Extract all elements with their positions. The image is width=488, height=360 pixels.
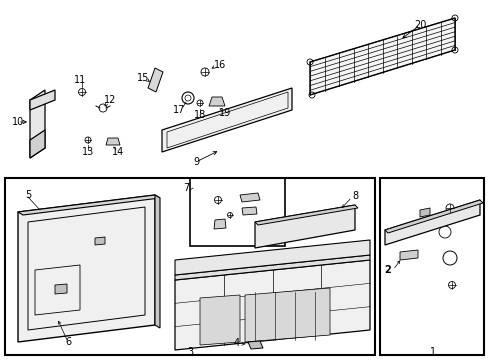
Polygon shape [240,193,260,202]
Text: 16: 16 [213,60,225,70]
Polygon shape [175,255,369,280]
Polygon shape [155,195,160,328]
Polygon shape [242,207,257,215]
Polygon shape [419,208,429,217]
Text: 8: 8 [351,191,357,201]
Polygon shape [95,237,105,245]
Polygon shape [384,200,482,233]
Bar [5,178,374,355]
Polygon shape [214,219,225,229]
Polygon shape [30,90,45,158]
Text: 17: 17 [172,105,185,115]
Polygon shape [399,250,417,260]
Polygon shape [200,295,240,345]
Polygon shape [384,200,479,245]
Polygon shape [30,130,45,158]
Polygon shape [18,195,160,215]
Text: 5: 5 [25,190,31,200]
Text: 6: 6 [65,337,71,347]
Polygon shape [162,88,291,152]
Bar [379,178,483,355]
Text: 15: 15 [137,73,149,83]
Text: 14: 14 [112,147,124,157]
Polygon shape [254,205,354,248]
Polygon shape [208,97,224,106]
Polygon shape [175,240,369,275]
Polygon shape [30,90,55,110]
Polygon shape [55,284,67,294]
Text: 10: 10 [12,117,24,127]
Text: 20: 20 [413,20,426,30]
Polygon shape [18,195,155,342]
Text: 11: 11 [74,75,86,85]
Text: 18: 18 [193,110,206,120]
Text: 12: 12 [103,95,116,105]
Text: 13: 13 [81,147,94,157]
Polygon shape [254,205,357,225]
Polygon shape [175,260,369,350]
Text: 7: 7 [183,183,189,193]
Polygon shape [309,18,454,95]
Text: 9: 9 [193,157,199,167]
Bar [190,178,285,246]
Text: 2: 2 [384,265,390,275]
Text: 3: 3 [186,347,193,357]
Polygon shape [148,68,163,92]
Polygon shape [247,341,263,349]
Text: 19: 19 [219,108,231,118]
Text: 4: 4 [233,338,240,348]
Text: 1: 1 [429,347,435,357]
Polygon shape [244,288,329,342]
Polygon shape [106,138,120,145]
